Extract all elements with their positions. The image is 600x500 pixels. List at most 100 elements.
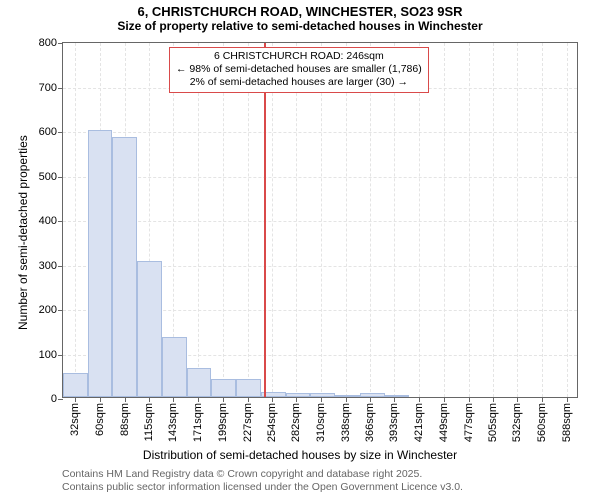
histogram-bar: [88, 130, 113, 397]
gridline-v: [75, 43, 76, 397]
ytick-label: 200: [39, 304, 57, 316]
histogram-plot-area: 010020030040050060070080032sqm60sqm88sqm…: [62, 42, 578, 398]
xtick-mark: [248, 397, 249, 402]
xtick-mark: [223, 397, 224, 402]
histogram-bar: [286, 393, 311, 397]
ytick-label: 300: [39, 260, 57, 272]
histogram-bar: [162, 337, 187, 397]
xtick-mark: [125, 397, 126, 402]
ytick-mark: [58, 355, 63, 356]
chart-title-line2: Size of property relative to semi-detach…: [0, 19, 600, 33]
footer-attribution: Contains HM Land Registry data © Crown c…: [62, 468, 463, 494]
xtick-label: 338sqm: [340, 403, 352, 442]
gridline-v: [567, 43, 568, 397]
histogram-bar: [211, 379, 236, 397]
gridline-v: [198, 43, 199, 397]
gridline-v: [493, 43, 494, 397]
xtick-label: 254sqm: [266, 403, 278, 442]
xtick-label: 227sqm: [242, 403, 254, 442]
footer-line1: Contains HM Land Registry data © Crown c…: [62, 468, 463, 481]
xtick-mark: [517, 397, 518, 402]
xtick-label: 282sqm: [290, 403, 302, 442]
ytick-mark: [58, 43, 63, 44]
gridline-v: [394, 43, 395, 397]
xtick-label: 88sqm: [119, 403, 131, 436]
xtick-label: 421sqm: [413, 403, 425, 442]
x-axis-label: Distribution of semi-detached houses by …: [0, 448, 600, 462]
histogram-bar: [187, 368, 212, 397]
ytick-mark: [58, 310, 63, 311]
chart-title-line1: 6, CHRISTCHURCH ROAD, WINCHESTER, SO23 9…: [0, 4, 600, 19]
gridline-v: [370, 43, 371, 397]
xtick-label: 477sqm: [463, 403, 475, 442]
xtick-mark: [567, 397, 568, 402]
histogram-bar: [236, 379, 261, 397]
xtick-label: 60sqm: [94, 403, 106, 436]
xtick-mark: [493, 397, 494, 402]
xtick-label: 588sqm: [561, 403, 573, 442]
xtick-mark: [321, 397, 322, 402]
gridline-h: [63, 221, 577, 222]
xtick-label: 560sqm: [536, 403, 548, 442]
gridline-v: [469, 43, 470, 397]
gridline-h: [63, 177, 577, 178]
ytick-label: 0: [51, 393, 57, 405]
gridline-v: [296, 43, 297, 397]
histogram-bar: [112, 137, 137, 397]
histogram-bar: [335, 395, 360, 397]
annotation-box: 6 CHRISTCHURCH ROAD: 246sqm← 98% of semi…: [169, 47, 429, 93]
histogram-bar: [137, 261, 162, 397]
ytick-mark: [58, 221, 63, 222]
xtick-label: 505sqm: [487, 403, 499, 442]
xtick-label: 310sqm: [315, 403, 327, 442]
xtick-label: 393sqm: [388, 403, 400, 442]
xtick-mark: [444, 397, 445, 402]
ytick-label: 700: [39, 82, 57, 94]
xtick-mark: [100, 397, 101, 402]
xtick-mark: [394, 397, 395, 402]
xtick-mark: [296, 397, 297, 402]
ytick-mark: [58, 266, 63, 267]
xtick-mark: [272, 397, 273, 402]
xtick-mark: [198, 397, 199, 402]
gridline-v: [321, 43, 322, 397]
gridline-v: [272, 43, 273, 397]
ytick-mark: [58, 88, 63, 89]
histogram-bar: [385, 395, 410, 397]
xtick-label: 115sqm: [143, 403, 155, 441]
xtick-label: 366sqm: [364, 403, 376, 442]
xtick-mark: [173, 397, 174, 402]
ytick-mark: [58, 132, 63, 133]
histogram-bar: [63, 373, 88, 397]
xtick-label: 143sqm: [167, 403, 179, 442]
ytick-label: 100: [39, 349, 57, 361]
footer-line2: Contains public sector information licen…: [62, 481, 463, 494]
gridline-v: [419, 43, 420, 397]
xtick-label: 449sqm: [438, 403, 450, 442]
xtick-mark: [149, 397, 150, 402]
histogram-bar: [310, 393, 335, 397]
xtick-mark: [419, 397, 420, 402]
annotation-line2: ← 98% of semi-detached houses are smalle…: [176, 63, 422, 76]
xtick-label: 171sqm: [192, 403, 204, 442]
ytick-label: 500: [39, 171, 57, 183]
gridline-v: [444, 43, 445, 397]
ytick-label: 600: [39, 126, 57, 138]
ytick-label: 800: [39, 37, 57, 49]
gridline-v: [346, 43, 347, 397]
gridline-v: [248, 43, 249, 397]
y-axis-label: Number of semi-detached properties: [16, 135, 30, 330]
gridline-h: [63, 132, 577, 133]
chart-title-block: 6, CHRISTCHURCH ROAD, WINCHESTER, SO23 9…: [0, 4, 600, 33]
gridline-v: [223, 43, 224, 397]
xtick-label: 32sqm: [69, 403, 81, 436]
xtick-mark: [469, 397, 470, 402]
xtick-mark: [370, 397, 371, 402]
ytick-mark: [58, 399, 63, 400]
gridline-v: [517, 43, 518, 397]
histogram-bar: [360, 393, 385, 397]
xtick-mark: [346, 397, 347, 402]
gridline-v: [542, 43, 543, 397]
xtick-mark: [75, 397, 76, 402]
xtick-mark: [542, 397, 543, 402]
